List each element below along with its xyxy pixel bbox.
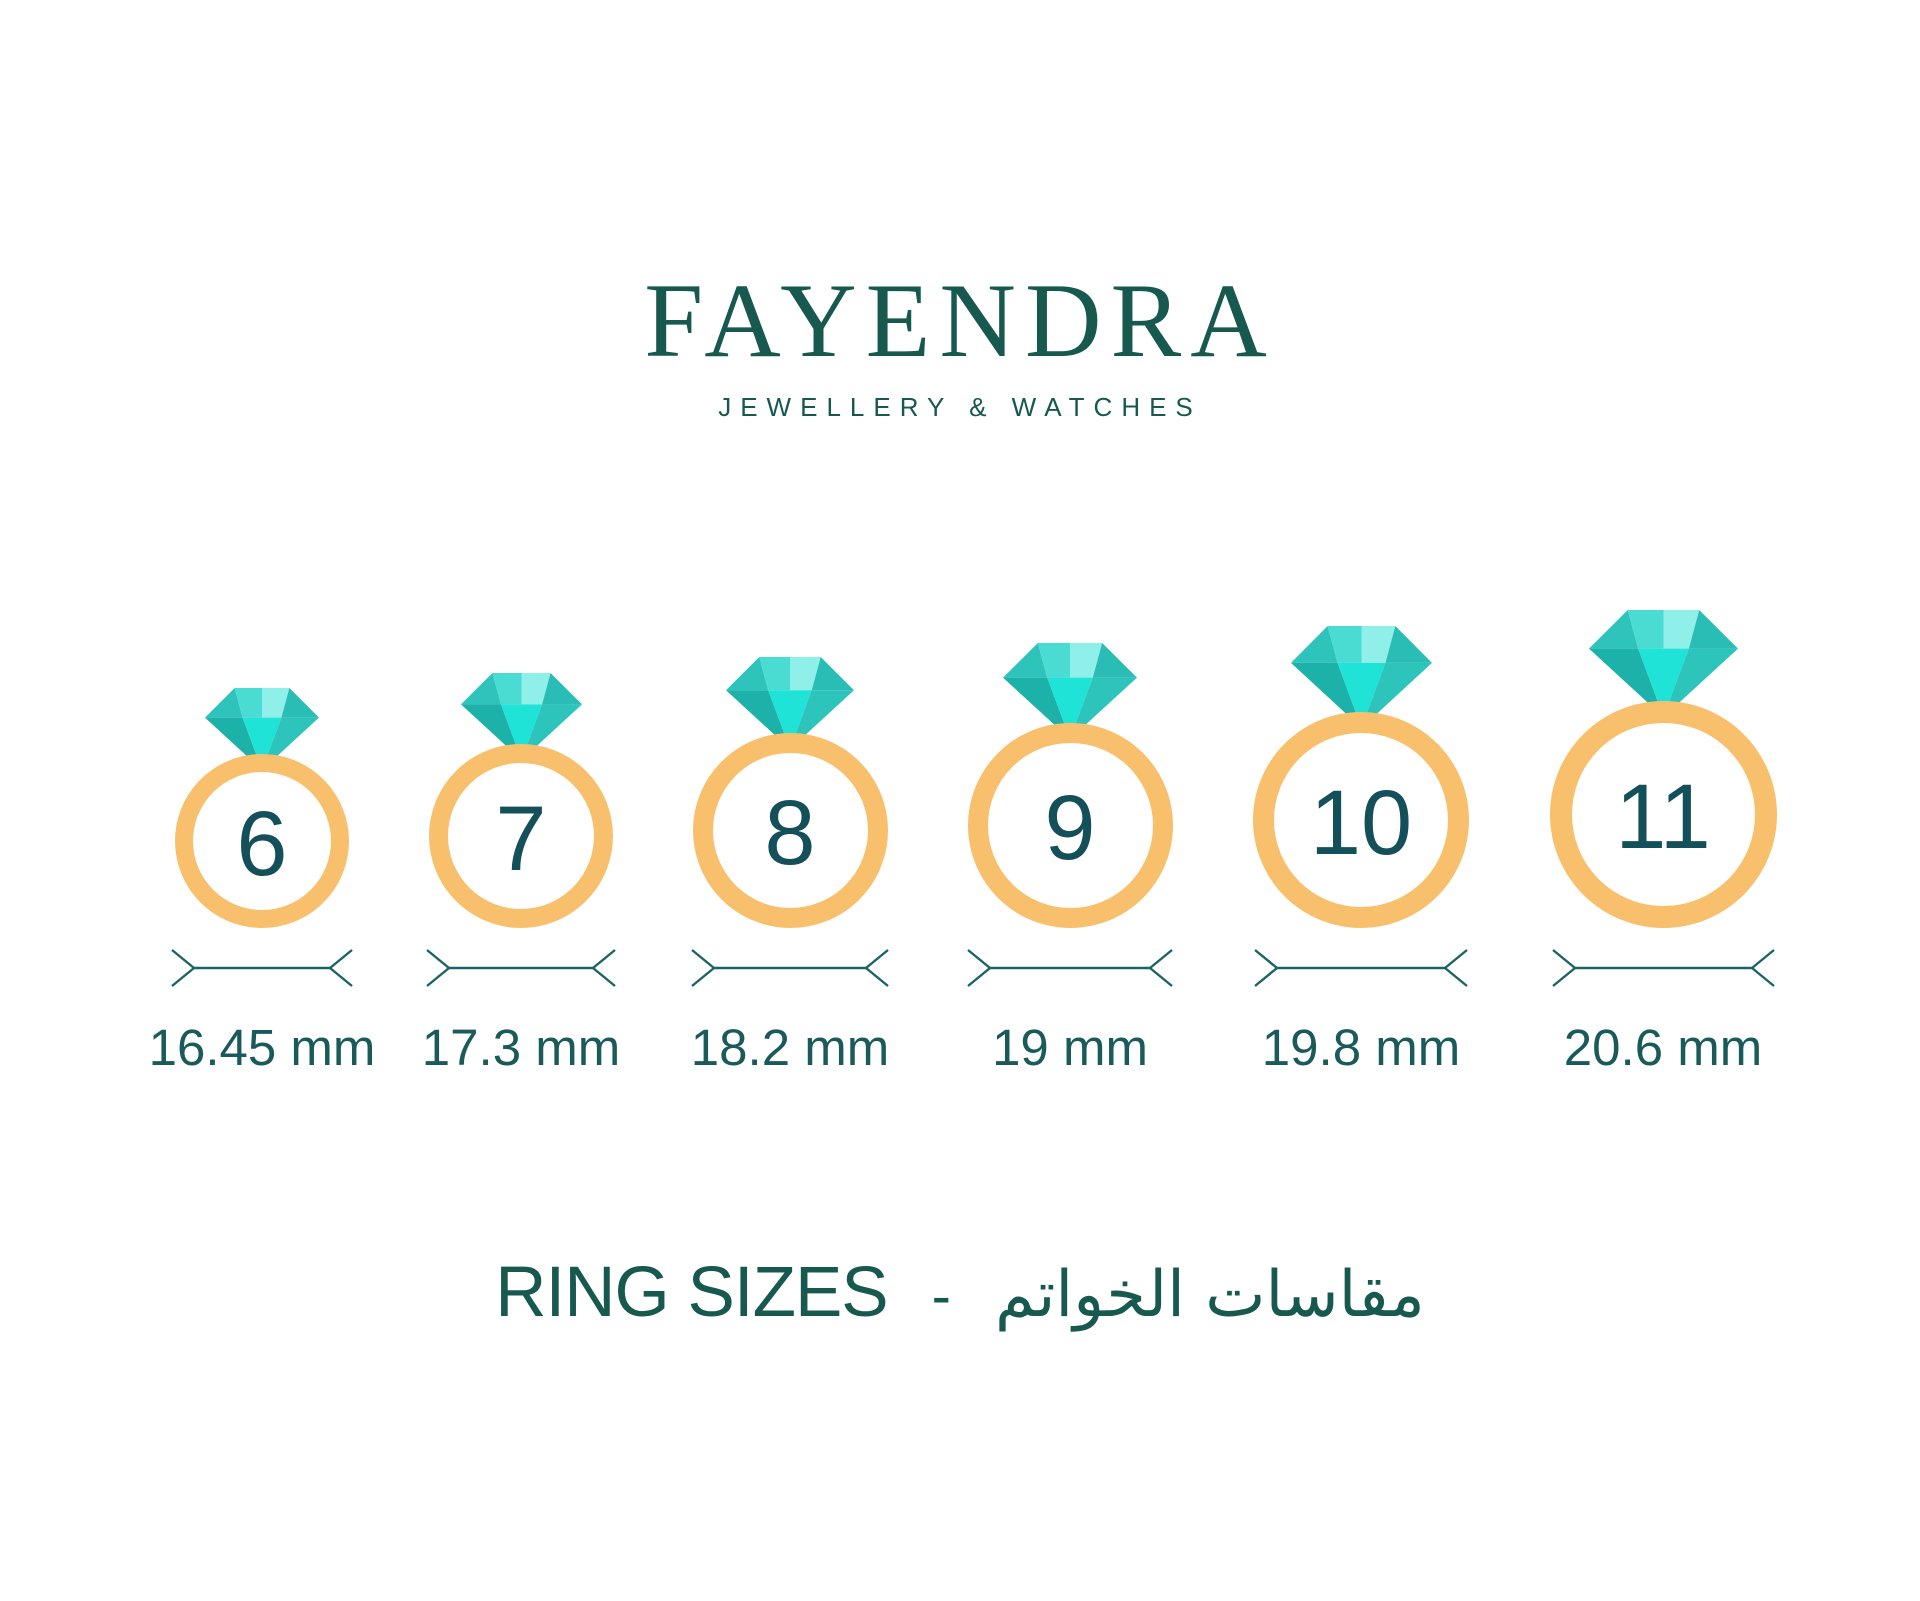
ring-size-number: 8	[764, 782, 816, 884]
brand-tagline: JEWELLERY & WATCHES	[718, 392, 1202, 422]
ring-size-number: 11	[1615, 766, 1711, 868]
chart-title-arabic: مقاسات الخواتم	[995, 1258, 1425, 1332]
ring-diameter-label: 19.8 mm	[1261, 1019, 1461, 1076]
chart-title-separator: -	[931, 1264, 951, 1329]
chart-title-english: RING SIZES	[495, 1253, 888, 1332]
ring-diameter-label: 18.2 mm	[690, 1019, 890, 1076]
ring-size-number: 10	[1309, 772, 1413, 874]
ring-diameter-label: 20.6 mm	[1563, 1019, 1763, 1076]
dimension-arrow-icon	[691, 949, 889, 987]
dimension-arrow-icon	[1254, 949, 1468, 987]
dimension-arrow-icon	[967, 949, 1173, 987]
brand-name: FAYENDRA	[644, 262, 1276, 379]
ring-size-number: 9	[1044, 777, 1096, 879]
diamond-icon	[460, 673, 582, 760]
ring-diameter-label: 19 mm	[992, 1019, 1148, 1076]
brand-logo: FAYENDRA JEWELLERY & WATCHES	[0, 262, 1920, 422]
dimension-arrow-icon	[1551, 949, 1775, 987]
dimension-arrow-icon	[171, 949, 353, 987]
ring-size-number: 7	[495, 788, 547, 890]
ring-diameter-label: 17.3 mm	[421, 1019, 621, 1076]
dimension-arrow-icon	[426, 949, 616, 987]
chart-title: RING SIZES - مقاسات الخواتم	[0, 1252, 1920, 1333]
ring-diameter-label: 16.45 mm	[148, 1019, 376, 1076]
diamond-icon	[1588, 610, 1738, 717]
diamond-icon	[1290, 626, 1432, 728]
ring-size-number: 6	[236, 793, 288, 895]
